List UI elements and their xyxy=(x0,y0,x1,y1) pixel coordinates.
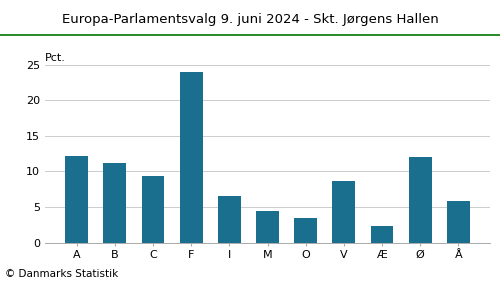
Bar xyxy=(447,201,470,243)
Bar xyxy=(332,181,355,243)
Bar xyxy=(180,72,203,243)
Bar xyxy=(104,163,126,243)
Text: Pct.: Pct. xyxy=(45,53,66,63)
Bar xyxy=(142,177,165,243)
Bar xyxy=(370,226,394,243)
Bar xyxy=(408,157,432,243)
Text: Europa-Parlamentsvalg 9. juni 2024 - Skt. Jørgens Hallen: Europa-Parlamentsvalg 9. juni 2024 - Skt… xyxy=(62,13,438,26)
Text: © Danmarks Statistik: © Danmarks Statistik xyxy=(5,269,118,279)
Bar xyxy=(256,211,279,243)
Bar xyxy=(65,156,88,243)
Bar xyxy=(218,196,241,243)
Bar xyxy=(294,218,317,243)
